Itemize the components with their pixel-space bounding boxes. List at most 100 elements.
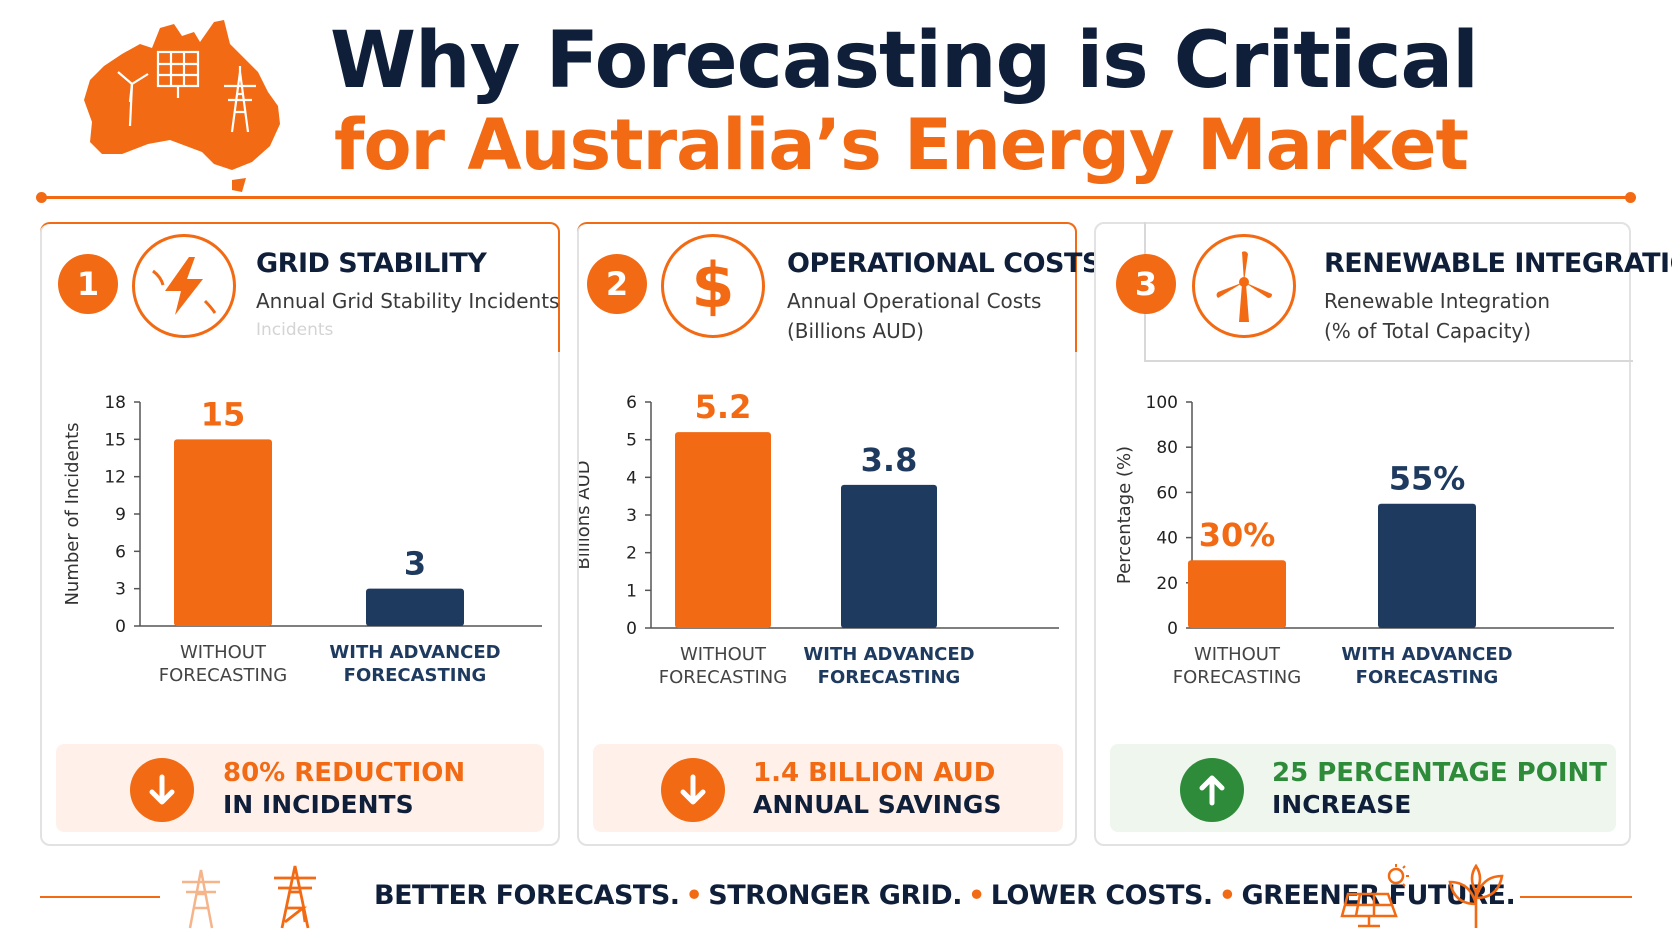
y-tick-label: 15	[104, 430, 126, 450]
transmission-tower-icon	[182, 869, 220, 929]
bar	[1378, 503, 1476, 628]
bar-chart-operational-costs: 0 1 2 3 4 5 6 Billions AUD 5.2 WITHOUT FORECASTING…	[573, 374, 1079, 748]
panel-title: OPERATIONAL COSTS	[787, 248, 1101, 279]
y-tick-label: 0	[1167, 619, 1178, 639]
panel-renewable-integration: 3 RENEWABLE INTEGRATION Renewable Integr…	[1094, 222, 1672, 846]
tagline-item: LOWER COSTS.	[990, 880, 1213, 911]
summary-box: 25 PERCENTAGE POINT INCREASE	[1110, 744, 1616, 832]
bar	[174, 439, 272, 626]
y-tick-label: 60	[1156, 483, 1178, 503]
y-axis-label: Percentage (%)	[1114, 446, 1135, 584]
y-axis-label: Number of Incidents	[62, 422, 83, 605]
x-category-label: WITHOUT	[680, 644, 767, 665]
y-tick-label: 40	[1156, 529, 1178, 549]
footer-divider-left	[40, 896, 160, 898]
bar-value-label: 3.8	[861, 441, 918, 479]
summary-box: 80% REDUCTION IN INCIDENTS	[56, 744, 544, 832]
panel-operational-costs: 2 $ OPERATIONAL COSTS Annual Operational…	[573, 222, 1101, 846]
y-tick-label: 20	[1156, 574, 1178, 594]
bar-chart-renewable-integration: 0 20 40 60 80 100 Percentage (%) 30% WITHOUT FORE…	[1096, 374, 1633, 748]
panel-number-badge: 1	[58, 254, 118, 314]
bar	[1188, 560, 1286, 628]
y-tick-label: 3	[115, 580, 126, 600]
panel-grid-stability: 1 GRID STABILITY Annual Grid Stability I…	[40, 222, 560, 846]
sprout-leaf-icon	[1448, 864, 1504, 928]
panel-number-badge: 2	[587, 254, 647, 314]
x-category-label: FORECASTING	[659, 667, 787, 688]
panel-title: GRID STABILITY	[256, 248, 487, 279]
page-subtitle: for Australia’s Energy Market	[334, 104, 1469, 186]
y-tick-label: 3	[626, 506, 637, 526]
panel-subtitle-line1: Annual Grid Stability Incidents	[256, 289, 560, 313]
australia-map-icon	[84, 20, 280, 192]
bar-value-label: 55%	[1389, 460, 1466, 498]
x-category-label: FORECASTING	[1356, 667, 1499, 688]
x-category-label: WITH ADVANCED	[329, 642, 500, 663]
lightning-bolt-icon	[132, 234, 236, 338]
bar-value-label: 5.2	[695, 388, 752, 426]
footer: BETTER FORECASTS. • STRONGER GRID. • LOWER C…	[0, 858, 1672, 938]
header: Why Forecasting is Critical for Australi…	[0, 0, 1672, 203]
footer-divider-right	[1520, 896, 1632, 898]
summary-headline: 80% REDUCTION	[223, 758, 466, 788]
bar	[841, 484, 937, 628]
x-category-label: WITHOUT	[180, 642, 267, 663]
footer-tagline: BETTER FORECASTS. • STRONGER GRID. • LOWER C…	[374, 880, 1516, 911]
bar-value-label: 30%	[1199, 516, 1276, 554]
y-tick-label: 6	[626, 393, 637, 413]
summary-detail: ANNUAL SAVINGS	[753, 790, 1002, 819]
arrow-down-icon	[130, 758, 194, 822]
x-category-label: FORECASTING	[1173, 667, 1301, 688]
bar-chart-grid-stability: 0 3 6 9 12 15 18 Number of Incidents 15 WITHOUT FO…	[42, 374, 562, 748]
arrow-down-icon	[661, 758, 725, 822]
y-axis-label: Billions AUD	[579, 460, 594, 569]
summary-detail: INCREASE	[1272, 790, 1412, 819]
transmission-tower-icon	[274, 865, 316, 929]
page-title: Why Forecasting is Critical	[330, 16, 1479, 106]
x-category-label: FORECASTING	[159, 665, 287, 686]
bar-value-label: 3	[404, 545, 426, 583]
panel-subtitle-line1: Renewable Integration	[1324, 289, 1551, 313]
x-category-label: WITHOUT	[1194, 644, 1281, 665]
y-tick-label: 80	[1156, 438, 1178, 458]
summary-headline: 1.4 BILLION AUD	[753, 758, 996, 788]
panel-subtitle: Renewable Integration (% of Total Capaci…	[1324, 286, 1550, 346]
dollar-sign-icon: $	[661, 234, 765, 338]
bar	[366, 588, 464, 626]
x-category-label: WITH ADVANCED	[1341, 644, 1512, 665]
y-tick-label: 5	[626, 431, 637, 451]
x-category-label: FORECASTING	[344, 665, 487, 686]
y-tick-label: 4	[626, 468, 637, 488]
y-tick-label: 6	[115, 542, 126, 562]
panel-title: RENEWABLE INTEGRATION	[1324, 248, 1672, 279]
y-tick-label: 18	[104, 393, 126, 413]
wind-turbine-icon	[1192, 234, 1296, 338]
y-tick-label: 0	[115, 617, 126, 637]
panel-accent-border	[577, 222, 1077, 352]
summary-detail: IN INCIDENTS	[223, 790, 414, 819]
tagline-item: BETTER FORECASTS.	[374, 880, 680, 911]
x-category-label: FORECASTING	[818, 667, 961, 688]
y-tick-label: 2	[626, 544, 637, 564]
panel-subtitle-line2: (Billions AUD)	[787, 319, 924, 343]
header-divider	[36, 192, 1636, 203]
x-category-label: WITH ADVANCED	[803, 644, 974, 665]
arrow-up-icon	[1180, 758, 1244, 822]
y-tick-label: 100	[1146, 393, 1178, 413]
y-tick-label: 12	[104, 468, 126, 488]
y-tick-label: 9	[115, 505, 126, 525]
panel-number-badge: 3	[1116, 254, 1176, 314]
panel-accent-border	[40, 222, 560, 352]
y-tick-label: 1	[626, 581, 637, 601]
solar-panel-icon	[1340, 864, 1409, 928]
panel-ghost-text: Incidents	[256, 320, 334, 340]
y-tick-label: 0	[626, 619, 637, 639]
bar-value-label: 15	[201, 395, 246, 433]
summary-headline: 25 PERCENTAGE POINT	[1272, 758, 1607, 788]
panel-subtitle-line1: Annual Operational Costs	[787, 289, 1042, 313]
panel-subtitle-line2: (% of Total Capacity)	[1324, 319, 1532, 343]
summary-box: 1.4 BILLION AUD ANNUAL SAVINGS	[593, 744, 1063, 832]
panel-subtitle: Annual Operational Costs (Billions AUD)	[787, 286, 1041, 346]
bar	[675, 432, 771, 628]
panel-subtitle: Annual Grid Stability Incidents	[256, 286, 559, 316]
